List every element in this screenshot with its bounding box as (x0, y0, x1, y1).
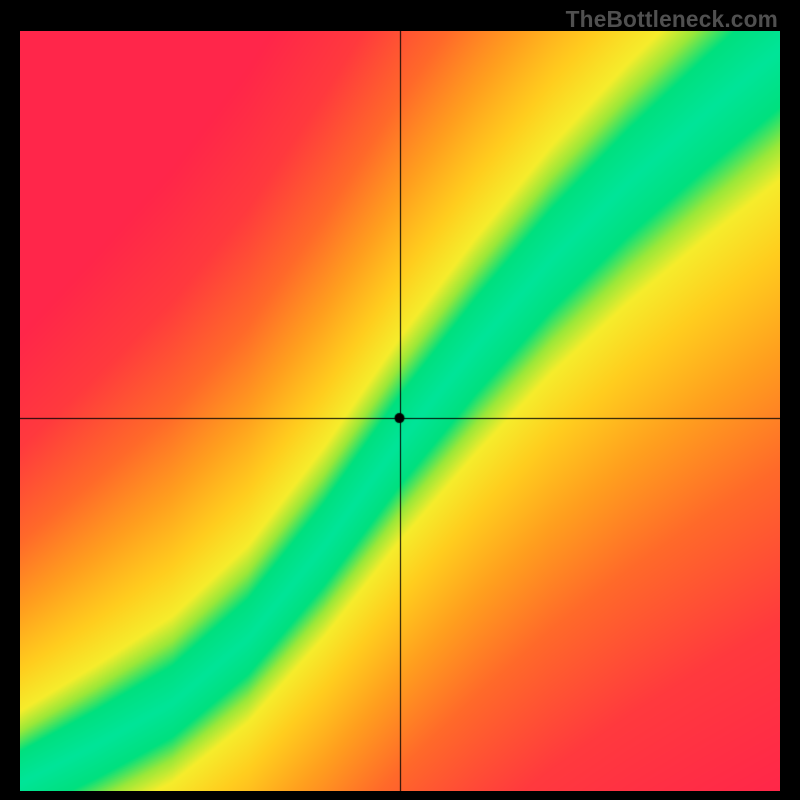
watermark-text: TheBottleneck.com (566, 6, 778, 33)
bottleneck-heatmap-canvas (20, 31, 780, 791)
chart-frame: TheBottleneck.com (0, 0, 800, 800)
